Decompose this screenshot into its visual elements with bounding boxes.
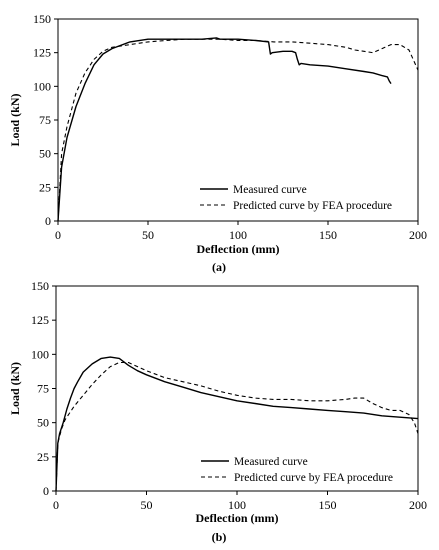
panel-caption: (a): [212, 260, 226, 274]
series-line-measured: [57, 37, 392, 222]
legend-label: Predicted curve by FEA procedure: [233, 200, 392, 212]
y-tick-label: 150: [33, 12, 51, 26]
y-tick-label: 0: [43, 484, 49, 498]
legend-label: Measured curve: [233, 184, 307, 196]
legend: Measured curve Predicted curve by FEA pro…: [201, 456, 393, 484]
x-axis-title: Deflection (mm): [196, 511, 279, 525]
y-tick-label: 100: [33, 79, 51, 93]
chart-panel-a: 0 25 50 75 100 125 150 0 50 100 150 200 Measured cur…: [8, 12, 427, 274]
y-axis-title: Load (kN): [8, 362, 22, 415]
y-tick-label: 50: [37, 416, 49, 430]
y-tick-label: 100: [31, 347, 49, 361]
legend: Measured curve Predicted curve by FEA pro…: [200, 184, 392, 212]
x-tick-label: 200: [409, 228, 427, 242]
y-tick-label: 75: [37, 382, 49, 396]
y-axis-title: Load (kN): [8, 93, 22, 146]
y-tick-label: 125: [31, 313, 49, 327]
series-line-measured: [55, 356, 419, 492]
x-tick-label: 100: [228, 498, 246, 512]
x-tick-label: 50: [141, 498, 153, 512]
legend-label: Measured curve: [234, 456, 308, 468]
y-tick-label: 0: [45, 214, 51, 228]
x-tick-label: 200: [409, 498, 427, 512]
series-line-predicted: [55, 361, 419, 492]
y-tick-label: 125: [33, 46, 51, 60]
panel-caption: (b): [212, 530, 227, 544]
y-tick-label: 75: [39, 113, 51, 127]
y-tick-label: 25: [37, 450, 49, 464]
x-tick-label: 50: [142, 228, 154, 242]
x-axis-title: Deflection (mm): [197, 242, 280, 256]
y-tick-label: 50: [39, 147, 51, 161]
x-tick-label: 0: [55, 228, 61, 242]
x-tick-label: 150: [319, 228, 337, 242]
series-line-predicted: [57, 38, 419, 222]
chart-panel-b: 0 25 50 75 100 125 150 0 50 100 150 200 Measured cur…: [8, 279, 427, 544]
y-tick-label: 25: [39, 180, 51, 194]
legend-label: Predicted curve by FEA procedure: [234, 472, 393, 484]
y-tick-label: 150: [31, 279, 49, 293]
x-tick-label: 100: [229, 228, 247, 242]
x-tick-label: 150: [319, 498, 337, 512]
x-tick-label: 0: [53, 498, 59, 512]
